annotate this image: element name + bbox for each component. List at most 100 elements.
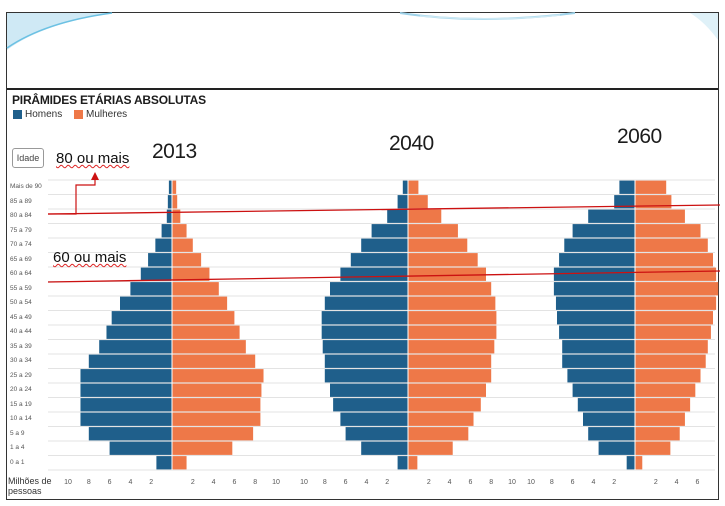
- age-label: Mais de 90: [10, 183, 42, 191]
- x-tick-label: 10: [300, 479, 308, 486]
- x-tick-label: 4: [447, 479, 452, 486]
- bar-women-2060-50-a-54: [635, 296, 717, 310]
- bar-women-2060-60-a-64: [635, 267, 717, 281]
- x-tick-label: 2: [612, 479, 617, 486]
- bar-women-2013-75-a-79: [172, 224, 187, 238]
- bar-men-2060-80-a-84: [588, 209, 635, 223]
- legend-label-women: Mulheres: [86, 109, 128, 120]
- annotation-60-plus: 60 ou mais: [53, 249, 126, 266]
- x-tick-label: 6: [468, 479, 473, 486]
- legend-label-men: Homens: [25, 109, 63, 120]
- bar-men-2040-35-a-39: [322, 340, 408, 354]
- bar-women-2040-75-a-79: [408, 224, 458, 238]
- age-label: 35 a 39: [10, 342, 32, 350]
- bar-women-2040-80-a-84: [408, 209, 442, 223]
- bar-men-2040-60-a-64: [340, 267, 408, 281]
- bar-women-2040-25-a-29: [408, 369, 492, 383]
- x-tick-label: 8: [489, 479, 494, 486]
- bar-women-2040-35-a-39: [408, 340, 495, 354]
- x-tick-label: 10: [508, 479, 516, 486]
- bar-women-2060-55-a-59: [635, 282, 719, 296]
- bar-men-2060-75-a-79: [572, 224, 635, 238]
- x-tick-label: 6: [343, 479, 348, 486]
- bar-women-2060-15-a-19: [635, 398, 691, 412]
- bar-women-2060-30-a-34: [635, 354, 706, 368]
- age-label: 50 a 54: [10, 299, 32, 307]
- bar-men-2013-5-a-9: [88, 427, 172, 441]
- legend-women: Mulheres: [74, 109, 127, 120]
- bar-women-2040-Mais-de-90: [408, 180, 419, 194]
- bar-men-2013-20-a-24: [80, 383, 172, 397]
- bar-women-2013-45-a-49: [172, 311, 235, 325]
- annotation-arrow-icon: [91, 172, 99, 180]
- bar-men-2060-Mais-de-90: [619, 180, 635, 194]
- bar-women-2060-85-a-89: [635, 195, 672, 209]
- x-tick-label: 2: [190, 479, 195, 486]
- bar-men-2060-0-a-1: [626, 456, 635, 470]
- annotation-line-60-plus: [47, 270, 721, 283]
- x-tick-label: 2: [385, 479, 390, 486]
- age-label: 15 a 19: [10, 400, 32, 408]
- bar-women-2013-85-a-89: [172, 195, 178, 209]
- bar-men-2013-85-a-89: [167, 195, 172, 209]
- x-tick-label: 2: [653, 479, 658, 486]
- bar-women-2060-70-a-74: [635, 238, 708, 252]
- annotation-80-plus-text: 80 ou mais: [56, 150, 130, 167]
- bar-men-2060-60-a-64: [553, 267, 635, 281]
- bar-women-2013-20-a-24: [172, 383, 262, 397]
- bar-men-2040-20-a-24: [330, 383, 408, 397]
- bar-women-2040-50-a-54: [408, 296, 496, 310]
- bar-men-2040-85-a-89: [397, 195, 408, 209]
- bar-women-2060-20-a-24: [635, 383, 696, 397]
- age-label: 85 a 89: [10, 197, 32, 205]
- x-tick-label: 8: [86, 479, 91, 486]
- bar-men-2013-1-a-4: [109, 441, 172, 455]
- header-swoosh-right-2: [419, 14, 561, 20]
- bar-men-2013-25-a-29: [80, 369, 172, 383]
- bar-men-2060-30-a-34: [562, 354, 635, 368]
- annotation-line-80-plus: [47, 204, 721, 215]
- age-label: 60 a 64: [10, 270, 32, 278]
- bar-women-2013-1-a-4: [172, 441, 233, 455]
- bar-men-2060-10-a-14: [583, 412, 635, 426]
- annotation-80-plus: 80 ou mais: [56, 150, 129, 167]
- x-tick-label: 2: [149, 479, 154, 486]
- bar-women-2060-10-a-14: [635, 412, 685, 426]
- bar-men-2013-55-a-59: [130, 282, 172, 296]
- bar-men-2040-25-a-29: [324, 369, 408, 383]
- x-tick-label: 6: [232, 479, 237, 486]
- bar-women-2040-70-a-74: [408, 238, 468, 252]
- legend-men: Homens: [13, 109, 62, 120]
- bar-men-2040-40-a-44: [321, 325, 408, 339]
- bar-men-2060-35-a-39: [562, 340, 635, 354]
- header-divider: [7, 88, 718, 90]
- bar-women-2013-65-a-69: [172, 253, 202, 267]
- bar-women-2013-0-a-1: [172, 456, 187, 470]
- bar-women-2060-75-a-79: [635, 224, 701, 238]
- x-tick-label: 8: [549, 479, 554, 486]
- annotation-bracket-80-plus: [48, 178, 96, 215]
- x-tick-label: 6: [695, 479, 700, 486]
- bar-men-2060-20-a-24: [572, 383, 635, 397]
- bar-women-2013-Mais-de-90: [172, 180, 177, 194]
- age-label: 30 a 34: [10, 357, 32, 365]
- bar-men-2013-80-a-84: [166, 209, 172, 223]
- bar-women-2040-20-a-24: [408, 383, 486, 397]
- bar-men-2040-75-a-79: [371, 224, 408, 238]
- bar-women-2040-0-a-1: [408, 456, 418, 470]
- bar-men-2013-60-a-64: [140, 267, 172, 281]
- bar-men-2060-5-a-9: [588, 427, 635, 441]
- bar-men-2040-30-a-34: [324, 354, 408, 368]
- age-axis-label: Idade: [12, 148, 44, 168]
- year-label-2040: 2040: [389, 132, 434, 155]
- bar-men-2013-45-a-49: [111, 311, 172, 325]
- bar-men-2013-30-a-34: [88, 354, 172, 368]
- bar-women-2040-1-a-4: [408, 441, 453, 455]
- legend-swatch-men: [13, 110, 22, 119]
- bar-men-2040-1-a-4: [361, 441, 408, 455]
- bar-men-2013-75-a-79: [161, 224, 172, 238]
- bar-men-2040-45-a-49: [321, 311, 408, 325]
- age-label: 1 a 4: [10, 444, 25, 452]
